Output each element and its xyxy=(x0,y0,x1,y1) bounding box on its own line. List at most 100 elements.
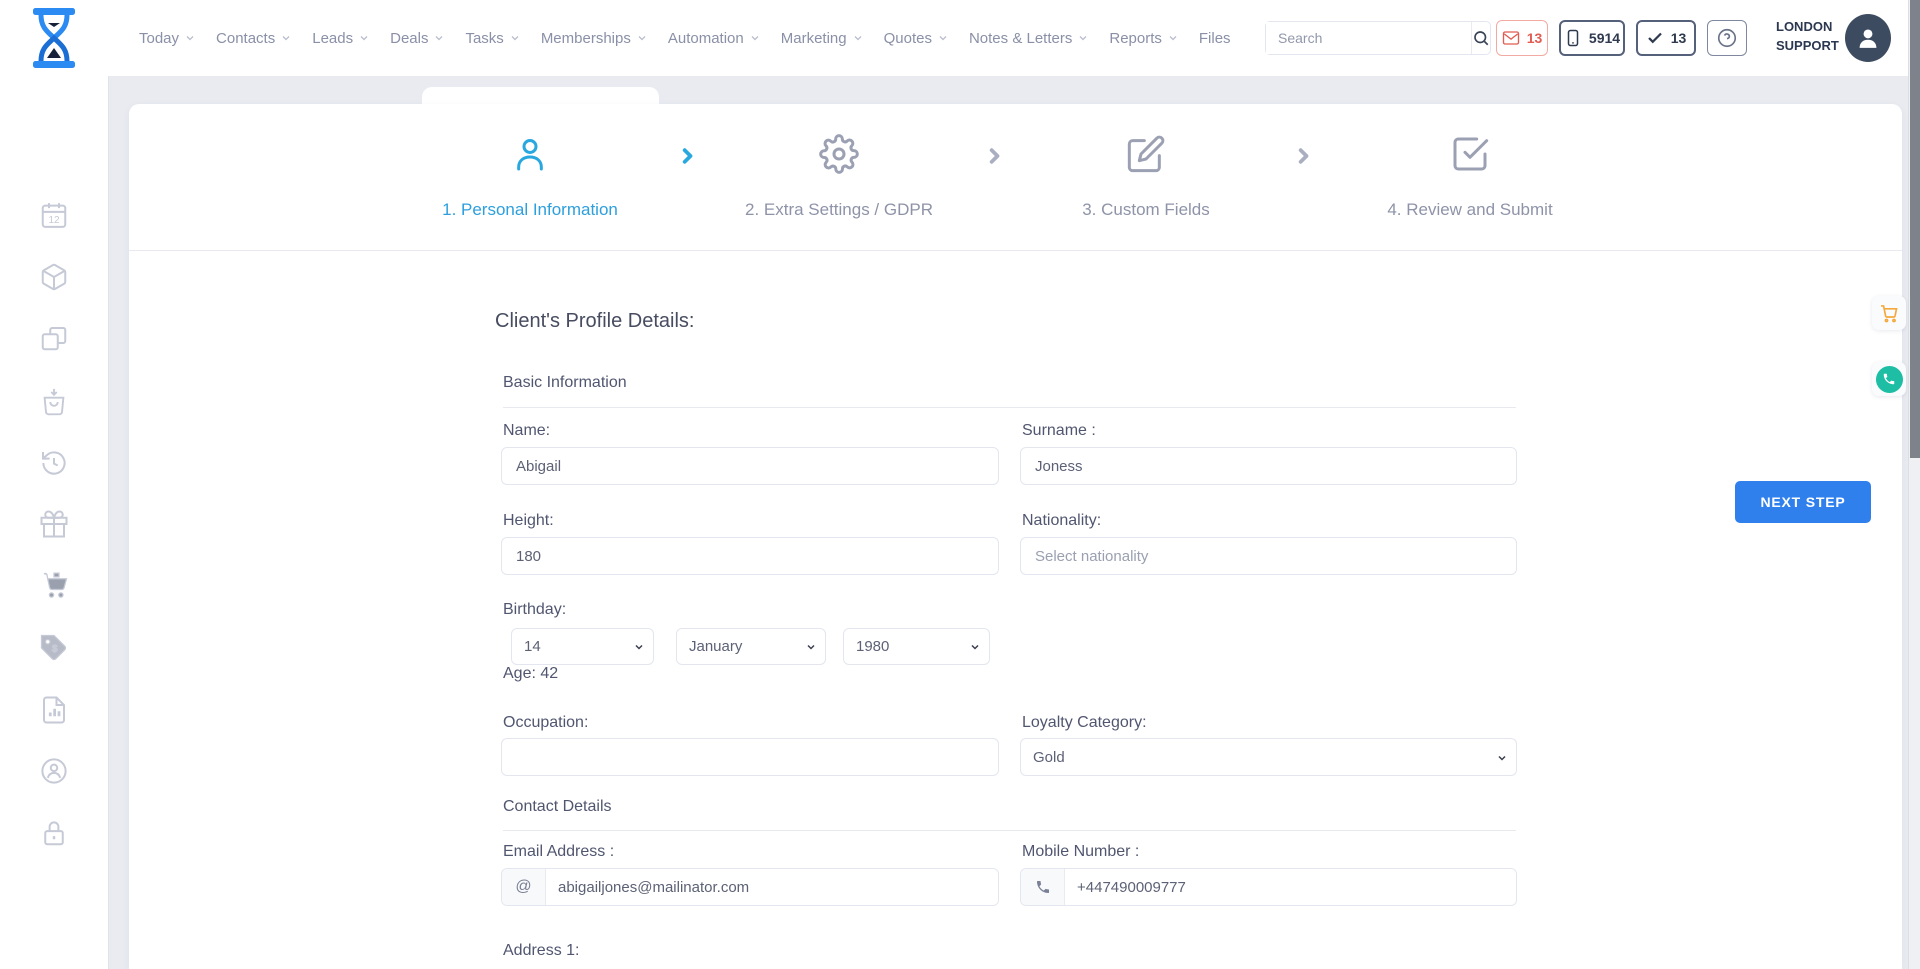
nav-item-reports[interactable]: Reports xyxy=(1104,26,1184,51)
tasks-count: 13 xyxy=(1670,30,1687,46)
section-divider xyxy=(503,830,1516,831)
nav-item-today[interactable]: Today xyxy=(134,26,201,51)
nav-item-notes-letters[interactable]: Notes & Letters xyxy=(964,26,1094,51)
floating-cart-button[interactable] xyxy=(1872,296,1906,330)
birthday-month-select-wrap: January xyxy=(676,628,826,665)
loyalty-category-select[interactable]: Gold xyxy=(1020,738,1517,776)
next-step-button[interactable]: NEXT STEP xyxy=(1735,481,1871,523)
user-icon xyxy=(517,139,543,171)
svg-text:12: 12 xyxy=(48,215,60,226)
sidebar-item-report[interactable] xyxy=(39,695,69,725)
chevron-down-icon xyxy=(638,36,646,41)
chevron-down-icon xyxy=(854,36,862,41)
height-input[interactable] xyxy=(501,537,999,575)
sidebar-item-gift[interactable] xyxy=(39,509,69,539)
at-sign-icon: @ xyxy=(502,869,546,905)
birthday-year-select[interactable]: 1980 xyxy=(843,628,990,665)
sidebar-item-bag-download[interactable] xyxy=(39,387,69,417)
step-extra-settings-gdpr[interactable]: 2. Extra Settings / GDPR xyxy=(709,104,969,220)
birthday-day-select-wrap: 14 xyxy=(511,628,654,665)
mobile-input[interactable] xyxy=(1065,869,1516,905)
surname-input[interactable] xyxy=(1020,447,1517,485)
nav-item-contacts[interactable]: Contacts xyxy=(211,26,297,51)
step-review-and-submit[interactable]: 4. Review and Submit xyxy=(1340,104,1600,220)
hourglass-logo-icon[interactable] xyxy=(30,8,78,68)
scrollbar-thumb[interactable] xyxy=(1910,0,1920,458)
nav-label: Automation xyxy=(667,29,744,47)
user-avatar[interactable] xyxy=(1845,14,1891,62)
person-icon xyxy=(1859,29,1877,48)
chevron-right-icon xyxy=(673,142,701,170)
user-name-line1: LONDON xyxy=(1776,19,1833,34)
email-input[interactable] xyxy=(546,869,998,905)
nav-item-quotes[interactable]: Quotes xyxy=(879,26,954,51)
occupation-input[interactable] xyxy=(501,738,999,776)
sidebar-item-history[interactable] xyxy=(39,448,69,478)
gear-icon xyxy=(819,134,859,174)
step-custom-fields[interactable]: 3. Custom Fields xyxy=(1016,104,1276,220)
birthday-day-select[interactable]: 14 xyxy=(511,628,654,665)
email-label: Email Address : xyxy=(503,843,615,860)
nationality-input[interactable] xyxy=(1020,537,1517,575)
step-label: 3. Custom Fields xyxy=(1082,200,1210,219)
whatsapp-icon xyxy=(1875,365,1903,393)
tasks-badge[interactable]: 13 xyxy=(1636,20,1696,56)
main-nav: Today Contacts Leads Deals Tasks Members… xyxy=(134,0,1236,76)
sidebar-item-price-tag[interactable]: $ xyxy=(39,633,69,663)
calendar-icon: 12 xyxy=(41,203,67,228)
nav-label: Memberships xyxy=(540,29,631,47)
nav-label: Contacts xyxy=(216,29,276,47)
nationality-label: Nationality: xyxy=(1022,512,1102,529)
email-input-group: @ xyxy=(501,868,999,906)
chevron-right-icon xyxy=(1289,142,1317,170)
nav-item-memberships[interactable]: Memberships xyxy=(536,26,653,51)
scrollbar-track[interactable] xyxy=(1908,0,1920,969)
sidebar-item-calendar[interactable]: 12 xyxy=(39,200,69,230)
nav-label: Deals xyxy=(390,29,429,47)
copy-icon xyxy=(41,327,67,351)
loyalty-select-wrap: Gold xyxy=(1020,738,1517,776)
mobile-label: Mobile Number : xyxy=(1022,843,1140,860)
chevron-down-icon xyxy=(360,36,368,41)
form-title: Client's Profile Details: xyxy=(495,310,695,332)
chevron-down-icon xyxy=(186,36,194,41)
svg-text:$: $ xyxy=(52,643,58,653)
messages-badge[interactable]: 13 xyxy=(1496,20,1548,56)
nav-item-files[interactable]: Files xyxy=(1194,26,1236,51)
search-input[interactable] xyxy=(1266,22,1471,54)
user-name-line2: SUPPORT xyxy=(1776,37,1839,53)
report-chart-icon xyxy=(43,696,65,724)
floating-whatsapp-button[interactable] xyxy=(1872,362,1906,396)
nav-label: Today xyxy=(139,29,180,47)
search-button[interactable] xyxy=(1471,22,1490,54)
birthday-month-select[interactable]: January xyxy=(676,628,826,665)
edit-icon xyxy=(1127,135,1165,173)
chevron-down-icon xyxy=(1169,36,1177,41)
sidebar-item-cart[interactable] xyxy=(39,570,69,600)
search-icon xyxy=(1474,31,1489,46)
sms-badge[interactable]: 5914 xyxy=(1559,20,1625,56)
name-input[interactable] xyxy=(501,447,999,485)
address1-label: Address 1: xyxy=(503,942,580,959)
bag-download-icon xyxy=(43,388,65,416)
step-personal-information[interactable]: 1. Personal Information xyxy=(400,104,660,220)
sidebar-item-user-sync[interactable] xyxy=(39,756,69,786)
messages-count: 13 xyxy=(1526,30,1543,46)
nav-item-deals[interactable]: Deals xyxy=(385,26,450,51)
nav-item-automation[interactable]: Automation xyxy=(663,26,766,51)
nav-item-marketing[interactable]: Marketing xyxy=(776,26,869,51)
nav-label: Marketing xyxy=(780,29,847,47)
nav-item-leads[interactable]: Leads xyxy=(307,26,375,51)
envelope-icon xyxy=(1502,31,1519,45)
wizard-card: 1. Personal Information 2. Extra Setting… xyxy=(129,104,1902,969)
sidebar-item-package[interactable] xyxy=(39,262,69,292)
sidebar-item-lock[interactable] xyxy=(39,818,69,848)
active-tab-highlight xyxy=(422,87,659,109)
sidebar-item-copy[interactable] xyxy=(39,323,69,353)
help-button[interactable] xyxy=(1707,20,1747,56)
check-icon xyxy=(1647,32,1662,44)
surname-label: Surname : xyxy=(1022,422,1096,439)
nav-item-tasks[interactable]: Tasks xyxy=(460,26,525,51)
chevron-down-icon xyxy=(751,36,759,41)
